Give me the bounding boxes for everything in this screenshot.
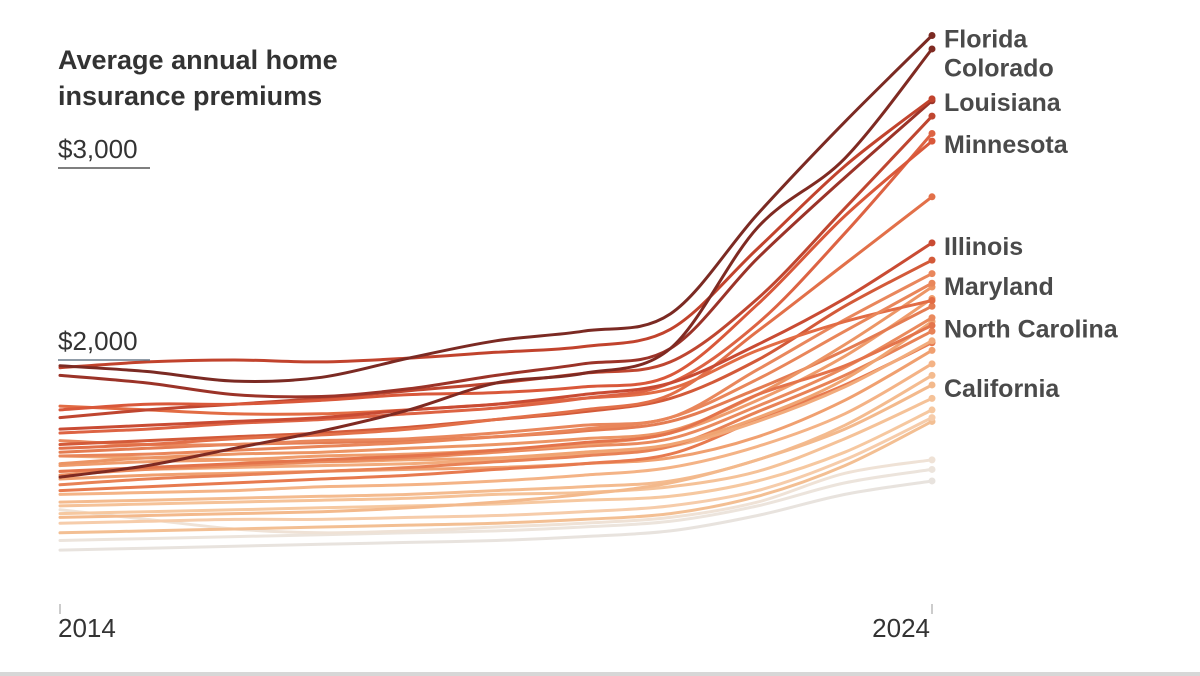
series-line-california [58,383,934,519]
series-line-other-15 [58,348,934,481]
series-label-louisiana: Louisiana [944,89,1062,117]
series-endpoint-other-15 [928,346,936,354]
series-line-other-2 [58,131,934,435]
series-line-maryland [58,281,934,458]
series-line-illinois [58,241,934,431]
series-endpoint-other-18 [928,394,936,402]
series-lines [58,32,936,552]
series-line-colorado [58,47,934,479]
series-line-other-23 [58,467,934,542]
series-line-louisiana [58,97,934,370]
series-endpoint-other-6 [928,270,936,278]
series-endpoint-north-carolina [928,321,936,329]
series-endpoint-other-2 [928,129,936,137]
series-line-other-21 [58,419,934,535]
series-line-other-12 [58,329,934,487]
series-line-other-0 [58,99,934,399]
series-line-other-18 [58,396,934,508]
chart-title-line-2: insurance premiums [58,81,322,111]
series-line-other-3 [58,195,934,450]
series-endpoint-other-5 [928,256,936,264]
series-line-other-6 [58,272,934,447]
series-label-north-carolina: North Carolina [944,315,1119,343]
series-endpoint-california [928,381,936,389]
series-label-colorado: Colorado [944,55,1054,83]
series-line-other-7 [58,285,934,466]
series-endpoint-other-1 [928,112,936,120]
series-endpoint-other-23 [928,465,936,473]
series-endpoint-illinois [928,239,936,247]
series-label-california: California [944,375,1060,403]
series-line-florida [58,34,934,383]
series-line-other-20 [58,416,934,525]
series-endpoint-florida [928,32,936,40]
y-tick-label-3000: $3,000 [58,134,138,164]
series-endpoint-other-19 [928,406,936,414]
series-line-other-16 [58,362,934,496]
bottom-divider [0,672,1200,676]
series-endpoint-other-17 [928,371,936,379]
series-line-other-14 [58,341,934,493]
y-tick-label-2000: $2,000 [58,326,138,356]
series-endpoint-louisiana [928,95,936,103]
series-endpoint-other-8 [928,302,936,310]
series-label-illinois: Illinois [944,233,1023,261]
series-line-other-19 [58,408,934,516]
series-line-minnesota [58,139,934,412]
series-endpoint-minnesota [928,137,936,145]
series-endpoint-other-3 [928,193,936,201]
series-endpoint-other-24 [928,477,936,485]
series-label-florida: Florida [944,26,1028,54]
x-tick-label-2014: 2014 [58,613,116,643]
series-endpoint-other-10 [928,314,936,322]
series-label-minnesota: Minnesota [944,131,1069,159]
chart-title: Average annual home insurance premiums [58,45,338,111]
series-endpoint-other-13 [928,337,936,345]
series-endpoint-other-22 [928,456,936,464]
axes: $3,000 $2,000 2014 2024 [58,134,933,643]
series-endpoint-other-16 [928,360,936,368]
series-endpoint-maryland [928,279,936,287]
series-endpoint-other-20 [928,414,936,422]
x-tick-label-2024: 2024 [872,613,930,643]
series-label-maryland: Maryland [944,273,1054,301]
series-endpoint-other-12 [928,327,936,335]
series-line-other-24 [58,479,934,552]
chart-title-line-1: Average annual home [58,45,338,75]
series-endpoint-colorado [928,45,936,53]
series-line-north-carolina [58,323,934,473]
series-line-other-10 [58,316,934,477]
series-endpoint-other-4 [928,296,936,304]
series-line-other-22 [58,458,934,535]
